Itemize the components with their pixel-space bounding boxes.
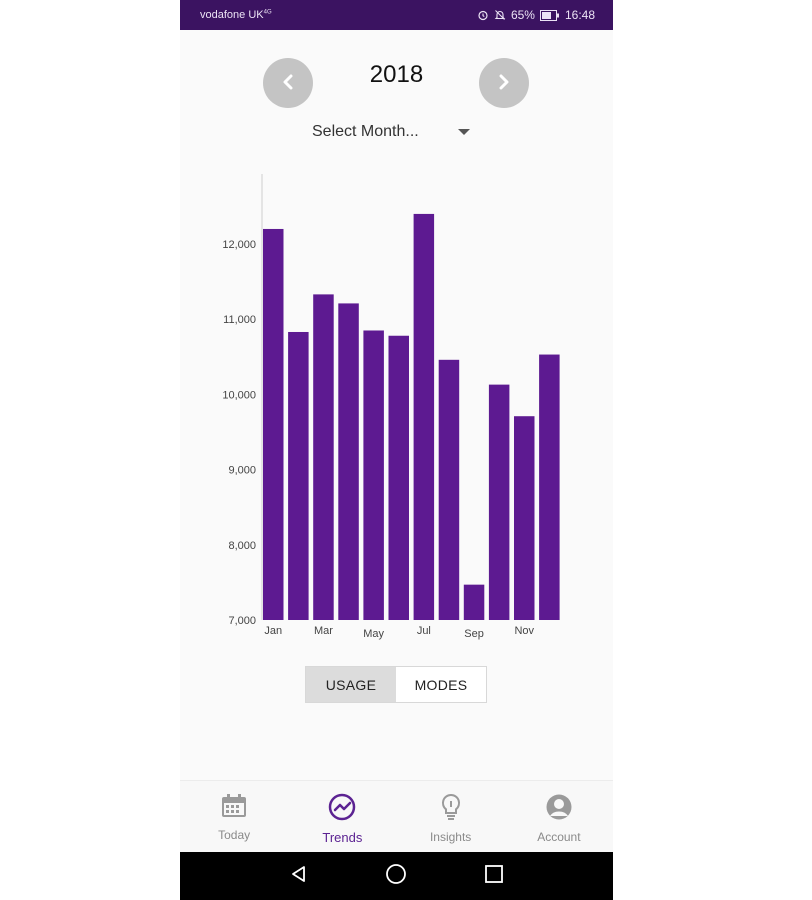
bar-nov[interactable] <box>514 416 535 620</box>
nav-item-trends[interactable]: Trends <box>288 781 396 853</box>
nav-label-insights: Insights <box>429 830 472 844</box>
nav-item-account[interactable]: Account <box>505 781 613 853</box>
x-tick-label: May <box>363 628 384 640</box>
y-tick-label: 7,000 <box>228 615 256 627</box>
bar-jan[interactable] <box>263 228 284 620</box>
bottom-navigation: Today Trends Insights <box>180 780 613 853</box>
back-button[interactable] <box>284 861 314 891</box>
y-tick-label: 11,000 <box>223 314 256 326</box>
bar-sep[interactable] <box>463 584 485 620</box>
bar-aug[interactable] <box>438 359 460 620</box>
month-select-placeholder: Select Month... <box>312 123 419 140</box>
nav-item-today[interactable]: Today <box>180 781 288 853</box>
carrier-label: vodafone UK4G <box>200 9 272 21</box>
y-tick-label: 8,000 <box>228 540 256 552</box>
system-navigation-bar <box>180 852 613 900</box>
bar-jun[interactable] <box>388 335 410 620</box>
status-icons: 65% 16:48 <box>477 8 595 22</box>
network-badge: 4G <box>263 9 272 16</box>
y-tick-label: 10,000 <box>222 389 256 401</box>
mute-bell-icon <box>494 9 506 21</box>
nav-item-insights[interactable]: Insights <box>397 781 505 853</box>
clock-time: 16:48 <box>564 8 595 22</box>
x-tick-label: Jul <box>417 625 431 637</box>
usage-modes-toggle: USAGE MODES <box>305 666 487 703</box>
bar-may[interactable] <box>363 330 384 620</box>
y-tick-label: 12,000 <box>222 239 256 251</box>
y-tick-label: 9,000 <box>228 465 256 477</box>
battery-icon <box>539 9 560 21</box>
x-tick-label: Nov <box>514 625 534 637</box>
bar-dec[interactable] <box>539 354 560 620</box>
calendar-icon <box>220 793 248 824</box>
bar-mar[interactable] <box>313 294 334 620</box>
alarm-icon <box>477 9 489 21</box>
month-select[interactable]: Select Month... <box>312 120 472 144</box>
home-button[interactable] <box>381 861 411 891</box>
year-title: 2018 <box>369 61 424 88</box>
trends-icon <box>328 793 356 826</box>
nav-label-trends: Trends <box>322 830 363 845</box>
bar-apr[interactable] <box>338 303 359 620</box>
account-icon <box>545 793 573 826</box>
x-tick-label: Sep <box>464 628 484 640</box>
bar-jul[interactable] <box>413 213 435 621</box>
x-tick-label: Jan <box>264 625 282 637</box>
usage-bar-chart: 7,000 8,000 9,000 10,000 11,000 12,000 Jan Mar M… <box>180 160 613 650</box>
next-year-button[interactable] <box>479 58 529 108</box>
chevron-left-icon <box>280 73 296 94</box>
bar-oct[interactable] <box>488 384 510 620</box>
home-circle-icon <box>385 863 407 890</box>
recents-square-icon <box>484 864 504 889</box>
x-tick-label: Mar <box>314 625 333 637</box>
dropdown-arrow-icon <box>458 129 470 135</box>
back-triangle-icon <box>289 864 309 889</box>
chart-canvas: 7,000 8,000 9,000 10,000 11,000 12,000 Jan Mar M… <box>222 174 560 640</box>
status-bar: vodafone UK4G 65% 16:48 <box>180 0 613 30</box>
recents-button[interactable] <box>479 861 509 891</box>
previous-year-button[interactable] <box>263 58 313 108</box>
lightbulb-icon <box>439 793 463 826</box>
year-navigation: 2018 <box>180 58 613 108</box>
phone-screen: vodafone UK4G 65% 16:48 2018 <box>180 0 613 900</box>
chevron-right-icon <box>496 73 512 94</box>
nav-label-account: Account <box>537 830 581 844</box>
bar-feb[interactable] <box>288 331 309 620</box>
nav-label-today: Today <box>218 828 251 842</box>
modes-toggle-button[interactable]: MODES <box>396 667 486 702</box>
usage-toggle-button[interactable]: USAGE <box>306 667 396 702</box>
battery-percent: 65% <box>510 8 535 22</box>
